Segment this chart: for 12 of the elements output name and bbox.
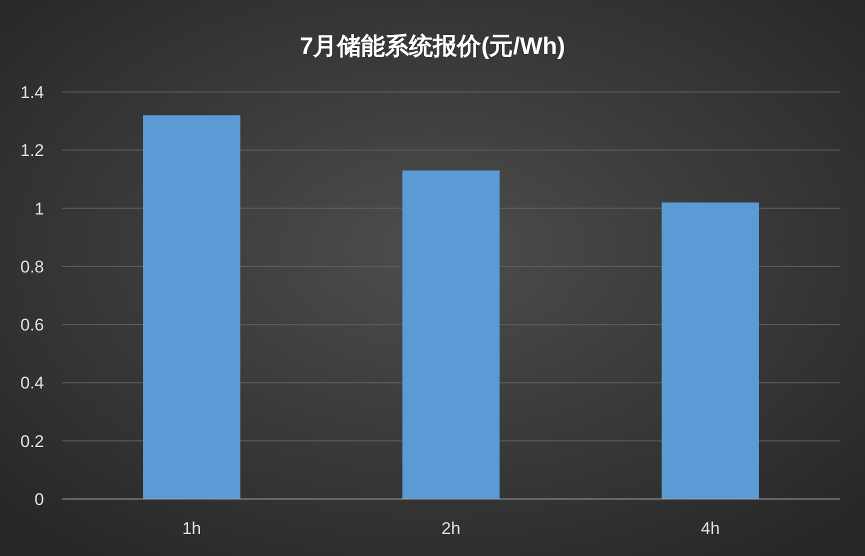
- y-tick-label: 0.6: [20, 316, 44, 335]
- y-tick-label: 0.2: [20, 432, 44, 451]
- y-tick-label: 0: [34, 490, 44, 509]
- chart-title: 7月储能系统报价(元/Wh): [300, 33, 566, 60]
- x-tick-label: 2h: [442, 519, 460, 538]
- y-tick-label: 1.4: [20, 83, 44, 102]
- y-tick-label: 0.4: [20, 374, 44, 393]
- y-tick-label: 1: [34, 199, 44, 218]
- y-tick-label: 0.8: [20, 257, 44, 276]
- x-tick-label: 4h: [700, 519, 720, 538]
- y-tick-label: 1.2: [20, 141, 44, 160]
- x-tick-label: 1h: [182, 519, 202, 538]
